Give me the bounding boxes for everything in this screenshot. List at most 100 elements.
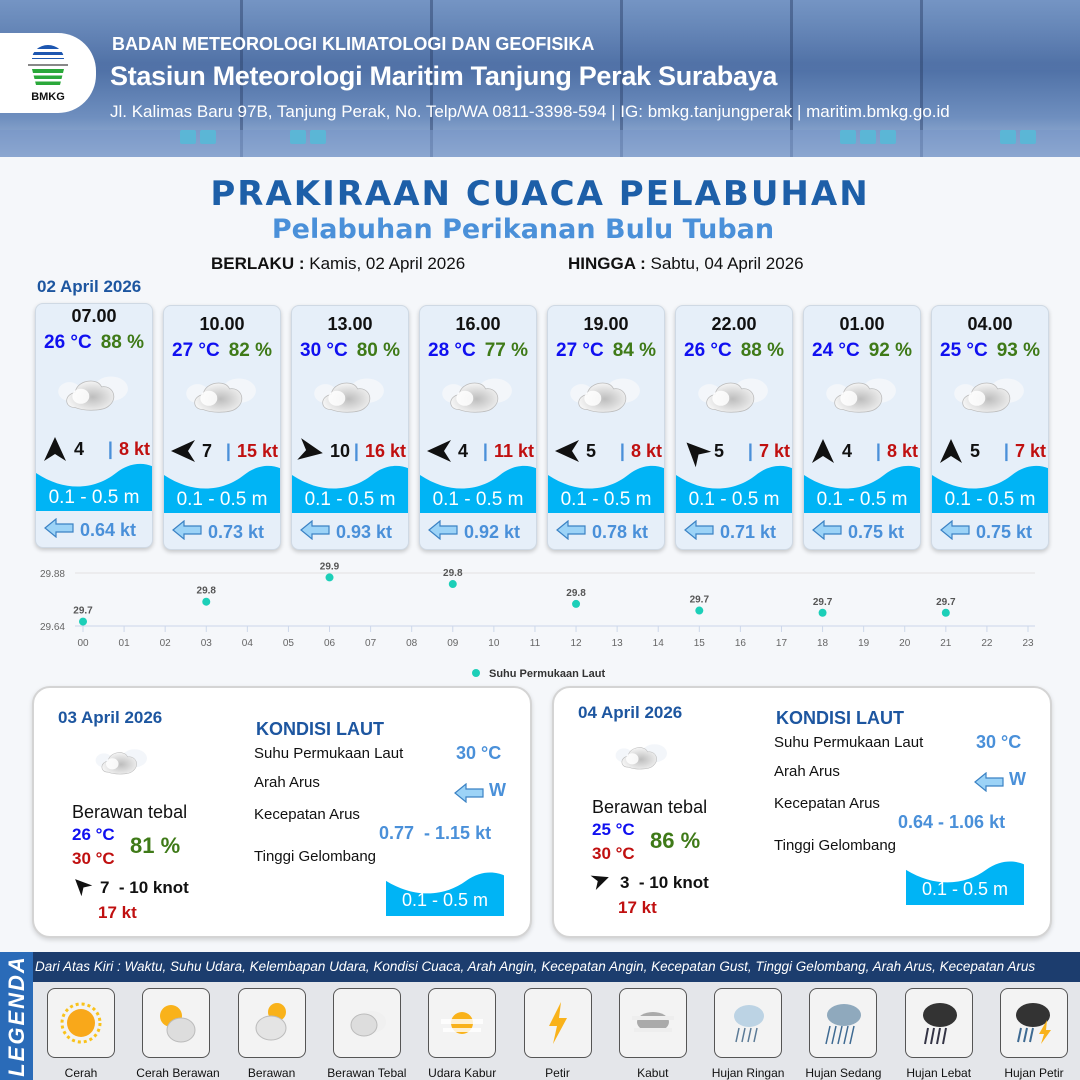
wave-icon [164, 461, 280, 513]
current-speed: 0.75 kt [848, 522, 905, 542]
forecast-card: 16.00 28 °C 77 % 4 | 11 kt 0.1 - 0.5 m 0.9… [419, 305, 537, 550]
wind-speed: 5 [970, 440, 981, 461]
day1-date: 02 April 2026 [37, 277, 142, 296]
data-label: 29.7 [73, 606, 93, 617]
humidity: 92 % [868, 340, 912, 361]
x-tick-label: 17 [776, 638, 788, 649]
wind-speed: 5 [714, 440, 725, 461]
legend-description: Dari Atas Kiri : Waktu, Suhu Udara, Kele… [33, 952, 1080, 982]
wave-icon [292, 461, 408, 513]
valid-to: HINGGA : Sabtu, 04 April 2026 [568, 254, 804, 274]
air-temperature: 27 °C [172, 340, 220, 361]
x-tick-label: 04 [242, 638, 254, 649]
page-subtitle: Pelabuhan Perikanan Bulu Tuban [271, 214, 775, 245]
current-direction-arrow-icon [974, 771, 1004, 797]
wind-range: 3 - 10 knot [620, 872, 709, 892]
x-tick-label: 19 [858, 638, 870, 649]
y-tick-label: 29.88 [40, 569, 65, 580]
current-speed: 0.73 kt [208, 522, 265, 542]
x-tick-label: 20 [899, 638, 911, 649]
forecast-time: 04.00 [967, 314, 1013, 334]
daily-condition: Berawan tebal [72, 802, 188, 822]
wind-direction-arrow-icon [297, 438, 324, 464]
wind-info: 4 | 8 kt [810, 438, 918, 464]
current-speed-value: 0.77 - 1.15 kt [379, 823, 492, 843]
legend-item-label: Petir [545, 1066, 570, 1080]
legend-item: Berawan Tebal [327, 988, 407, 1080]
current-info: 0.71 kt [684, 519, 777, 545]
air-temperature: 24 °C [812, 340, 860, 361]
forecast-time: 07.00 [71, 306, 117, 326]
x-tick-label: 10 [488, 638, 500, 649]
legend-item-label: Kabut [637, 1066, 669, 1080]
current-speed-label: Kecepatan Arus [254, 806, 360, 823]
bmkg-logo: BMKG [0, 33, 96, 113]
current-info: 0.93 kt [300, 519, 392, 545]
berawan-tebal-icon [568, 370, 644, 422]
legend-item: Petir [518, 988, 598, 1080]
forecast-time: 13.00 [327, 314, 373, 334]
thunderstorm-icon [1000, 988, 1068, 1058]
legend-item-label: Cerah Berawan [136, 1066, 220, 1080]
station-contact: Jl. Kalimas Baru 97B, Tanjung Perak, No.… [110, 102, 950, 121]
current-direction-arrow-icon [172, 519, 208, 545]
current-speed-label: Kecepatan Arus [774, 795, 880, 812]
forecast-time: 22.00 [711, 314, 757, 334]
legend-item: Hujan Sedang [803, 988, 883, 1080]
wind-gust: 8 kt [118, 438, 150, 459]
legend-item: Cerah [41, 988, 121, 1080]
wind-gust: 7 kt [758, 440, 790, 461]
wind-direction-arrow-icon [682, 438, 712, 468]
forecast-card: 10.00 27 °C 82 % 7 | 15 kt 0.1 - 0.5 m 0.7… [163, 305, 281, 550]
daily-date: 03 April 2026 [58, 708, 163, 727]
legend-item: Berawan [232, 988, 312, 1080]
current-direction-value: W [1009, 769, 1026, 789]
current-speed: 0.75 kt [976, 522, 1033, 542]
station-name: Stasiun Meteorologi Maritim Tanjung Pera… [110, 61, 778, 91]
valid-from: BERLAKU : Kamis, 02 April 2026 [211, 254, 465, 274]
legend-item: Udara Kabur [422, 988, 502, 1080]
forecast-card: 13.00 30 °C 80 % 10 | 16 kt 0.1 - 0.5 m 0.… [291, 305, 409, 550]
x-tick-label: 15 [694, 638, 706, 649]
current-info: 0.75 kt [812, 519, 905, 545]
wave-icon [932, 461, 1048, 513]
wave-height: 0.1 - 0.5 m [401, 890, 489, 910]
berawan-tebal-icon [614, 738, 670, 778]
moderate-rain-icon [809, 988, 878, 1058]
wind-speed: 4 [74, 438, 85, 459]
wave-icon [548, 461, 664, 513]
wind-info: 4 | 11 kt [426, 438, 534, 464]
legend-marker [472, 669, 480, 677]
valid-to-label: HINGGA : [568, 254, 646, 273]
current-speed: 0.71 kt [720, 522, 777, 542]
current-direction-value: W [489, 780, 506, 800]
legend-item: Cerah Berawan [136, 988, 220, 1080]
air-temperature: 26 °C [684, 340, 732, 361]
air-temperature: 25 °C [940, 340, 988, 361]
berawan-tebal-icon [440, 370, 516, 422]
wind-info: 10 | 16 kt [297, 438, 406, 464]
current-direction-arrow-icon [684, 519, 720, 545]
current-direction-arrow-icon [428, 519, 464, 545]
lightning-icon [523, 988, 592, 1058]
forecast-time: 01.00 [839, 314, 885, 334]
humidity: 77 % [484, 340, 528, 361]
temp-max: 30 °C [592, 844, 635, 863]
wind-gust: 7 kt [1014, 440, 1046, 461]
legend-item: Hujan Ringan [708, 988, 788, 1080]
y-tick-label: 29.64 [40, 622, 65, 633]
legend-item: Hujan Lebat [899, 988, 979, 1080]
wave-icon [420, 461, 536, 513]
berawan-tebal-icon [952, 370, 1028, 422]
temp-min: 25 °C [592, 820, 635, 839]
wave-height: 0.1 - 0.5 m [688, 489, 780, 510]
data-label: 29.8 [197, 586, 217, 597]
current-info: 0.75 kt [940, 519, 1033, 545]
wind-speed: 4 [842, 440, 853, 461]
daily-condition: Berawan tebal [592, 797, 708, 817]
wind-direction-arrow-icon [72, 876, 100, 899]
wave-label: Tinggi Gelombang [774, 837, 897, 854]
wave-height: 0.1 - 0.5 m [176, 489, 268, 510]
x-tick-label: 06 [324, 638, 336, 649]
legend-item-label: Hujan Petir [1004, 1066, 1064, 1080]
